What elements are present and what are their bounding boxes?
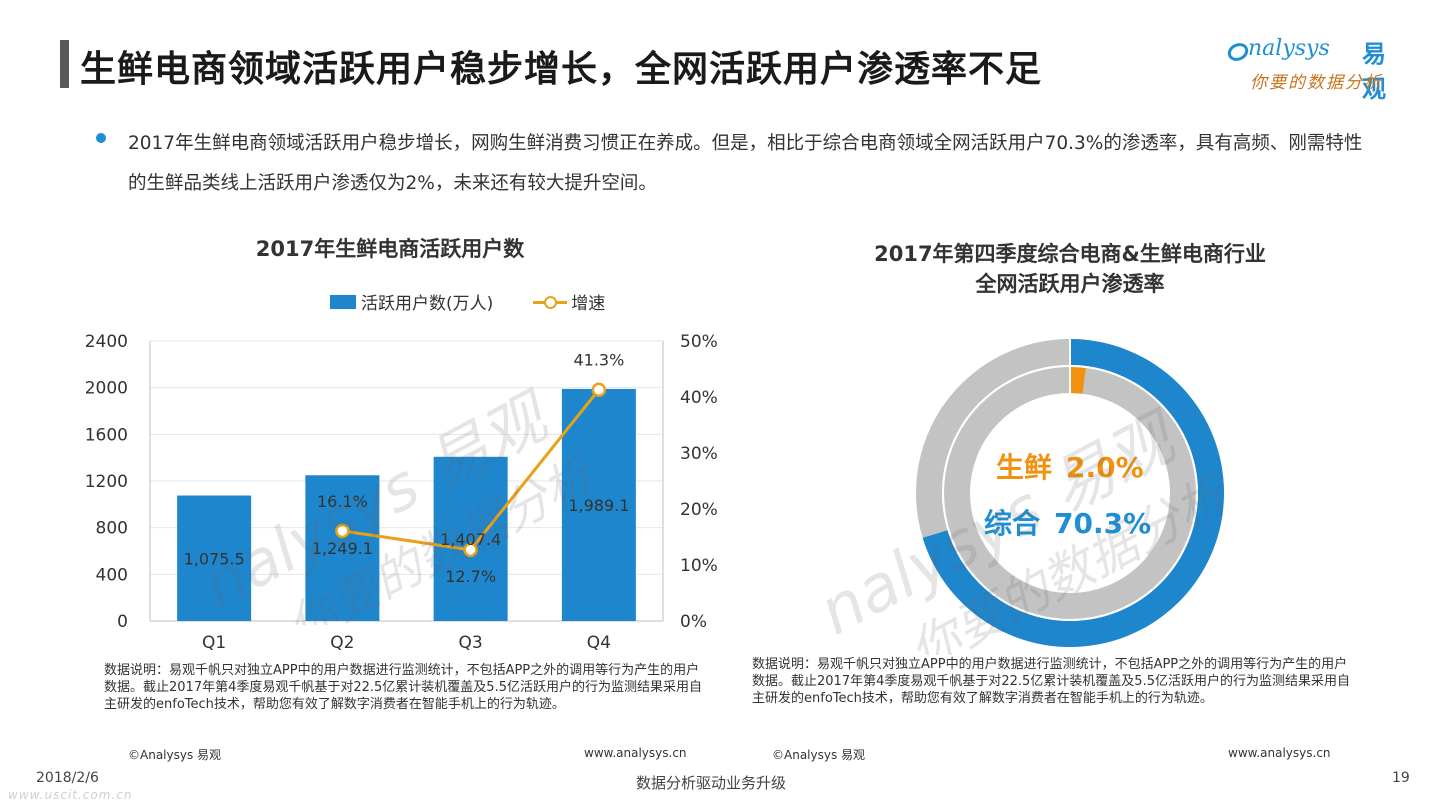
right-chart-title-line1: 2017年第四季度综合电商&生鲜电商行业 [874, 242, 1266, 266]
analysys-logo: nalysys 易观 你要的数据分析 [1227, 36, 1408, 103]
ring-fresh-value [1070, 367, 1086, 394]
chart-line [335, 382, 607, 558]
growth-value-label: 41.3% [573, 351, 624, 370]
logo-brand-cn: 易观 [1362, 40, 1386, 103]
chart-bars [177, 388, 636, 621]
chart-labels: 0 400 800 1200 1600 2000 2400 0% 10% 20% 30% 40% 50%… [85, 332, 718, 653]
footer-slogan: 数据分析驱动业务升级 [636, 774, 787, 792]
bar-q3 [433, 456, 508, 621]
y-tick-label: 400 [96, 565, 128, 585]
logo-o-icon [1227, 43, 1249, 61]
bar-q2 [305, 475, 380, 621]
growth-value-label: 12.7% [445, 567, 496, 586]
bar-q4 [561, 388, 636, 621]
right-chart-title: 2017年第四季度综合电商&生鲜电商行业 全网活跃用户渗透率 [820, 239, 1320, 299]
title-accent-bar [60, 40, 69, 88]
growth-point [591, 382, 607, 397]
ring-fresh-track [944, 367, 1196, 619]
growth-point [463, 542, 478, 558]
bar-value-label: 1,989.1 [568, 496, 629, 515]
growth-point [335, 523, 350, 539]
y2-tick-label: 0% [680, 612, 707, 632]
right-donut-chart [916, 335, 1224, 647]
page-title: 生鲜电商领域活跃用户稳步增长，全网活跃用户渗透率不足 [80, 49, 1043, 90]
footer-date: 2018/2/6 [36, 770, 99, 786]
right-chart-title-line2: 全网活跃用户渗透率 [975, 272, 1165, 296]
y2-tick-label: 10% [680, 556, 718, 576]
y-tick-label: 2000 [85, 379, 128, 399]
legend-bar-swatch [330, 294, 356, 309]
donut-ring-gap [942, 365, 1198, 621]
logo-slogan: 你要的数据分析 [1250, 73, 1383, 93]
bar-q1 [177, 495, 252, 621]
left-chart-title: 2017年生鲜电商活跃用户数 [255, 237, 525, 261]
bar-value-label: 1,075.5 [184, 549, 245, 568]
page-number: 19 [1392, 770, 1410, 786]
legend-line-label: 增速 [571, 294, 606, 314]
bar-value-label: 1,407.4 [440, 530, 501, 549]
y-tick-label: 1200 [85, 472, 128, 492]
bar-value-label: 1,249.1 [312, 539, 373, 558]
left-data-note: 数据说明：易观千帆只对独立APP中的用户数据进行监测统计，不包括APP之外的调用… [104, 663, 702, 712]
y-tick-label: 0 [117, 612, 128, 632]
legend-bar-label: 活跃用户数(万人) [361, 294, 494, 314]
x-tick-label: Q4 [587, 633, 611, 653]
x-tick-label: Q1 [202, 633, 226, 653]
right-data-note: 数据说明：易观千帆只对独立APP中的用户数据进行监测统计，不包括APP之外的调用… [752, 657, 1350, 706]
bullet-text: 2017年生鲜电商领域活跃用户稳步增长，网购生鲜消费习惯正在养成。但是，相比于综… [128, 133, 1363, 194]
left-copyright: ©Analysys 易观 [128, 748, 222, 762]
x-tick-label: Q2 [330, 633, 354, 653]
donut-label-general: 综合 70.3% [984, 502, 1151, 542]
right-url: www.analysys.cn [1228, 746, 1331, 760]
donut-label-fresh-value: 2.0% [1066, 451, 1144, 484]
y2-tick-label: 30% [680, 444, 718, 464]
y-tick-label: 800 [96, 519, 128, 539]
bullet-dot [96, 133, 106, 143]
donut-rings [916, 335, 1224, 647]
left-url: www.analysys.cn [584, 746, 687, 760]
left-bar-line-chart: 0 400 800 1200 1600 2000 2400 0% 10% 20% 30% 40% 50%… [85, 332, 718, 653]
donut-label-general-value: 70.3% [1054, 507, 1152, 540]
left-chart-legend: 活跃用户数(万人) 增速 [330, 289, 605, 314]
y2-tick-label: 20% [680, 500, 718, 520]
donut-label-general-name: 综合 [984, 507, 1041, 540]
right-copyright: ©Analysys 易观 [772, 748, 866, 762]
donut-label-fresh-name: 生鲜 [996, 451, 1053, 484]
y-tick-label: 2400 [85, 332, 128, 352]
y2-tick-label: 40% [680, 388, 718, 408]
x-tick-label: Q3 [459, 633, 483, 653]
growth-value-label: 16.1% [317, 492, 368, 511]
legend-line-swatch [533, 295, 568, 309]
y-tick-label: 1600 [85, 425, 128, 445]
y2-tick-label: 50% [680, 332, 718, 352]
donut-label-fresh: 生鲜 2.0% [996, 446, 1144, 486]
logo-brand: nalysys [1248, 36, 1330, 61]
corner-url: www.uscit.com.cn [8, 788, 133, 802]
